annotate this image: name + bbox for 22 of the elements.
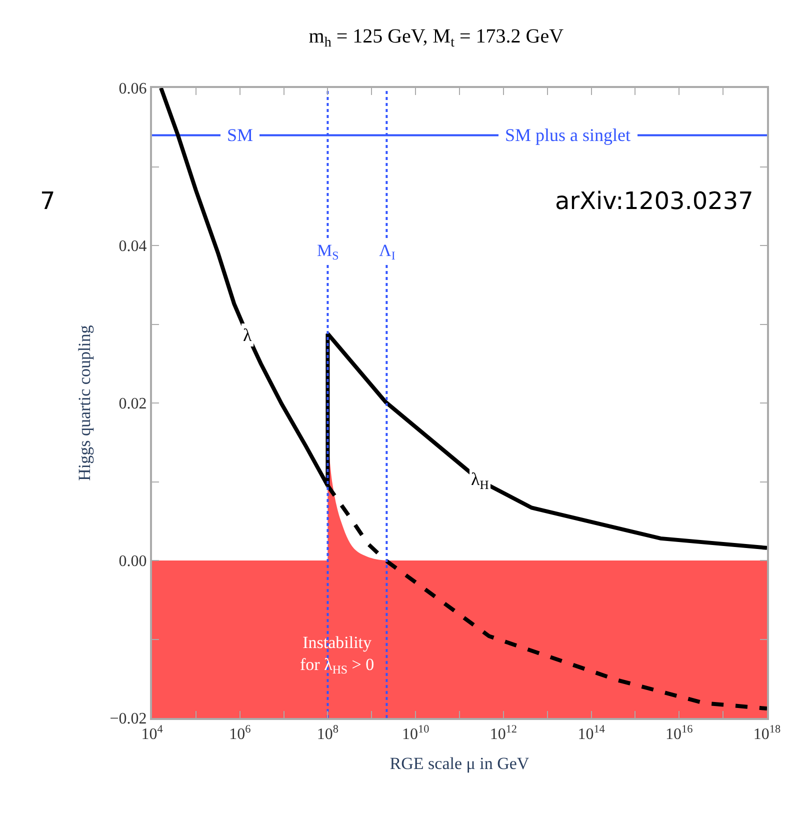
y-axis-title: Higgs quartic coupling xyxy=(74,324,94,481)
x-tick-label: 10$^{16}$ xyxy=(666,723,694,744)
x-tick-label: 10$^{18}$ xyxy=(753,723,781,744)
y-tick-label: 0.06 xyxy=(118,80,147,98)
ref-line-label: Λ$_{I}$ xyxy=(379,241,396,263)
y-tick-label: 0.00 xyxy=(118,553,147,570)
ref-line-label: M$_{S}$ xyxy=(317,241,339,263)
chart-title: m$_{h}$ = 125 GeV, M$_{t}$ = 173.2 GeV xyxy=(308,25,564,51)
x-tick-label: 10$^{14}$ xyxy=(578,723,606,744)
x-tick-label: 10$^{10}$ xyxy=(402,723,430,744)
y-tick-label: 0.04 xyxy=(118,238,147,256)
text: 7 xyxy=(40,187,56,215)
y-tick-label: 0.02 xyxy=(118,396,147,413)
annotation: SM xyxy=(227,125,254,145)
x-axis-title: RGE scale μ in GeV xyxy=(390,754,530,774)
series-label: λ$_{H}$ xyxy=(471,469,489,492)
band-label: Instability for λ$_{HS}$ > 0 xyxy=(300,633,374,677)
x-tick-label: 10$^{6}$ xyxy=(229,723,252,744)
annotation: arXiv:1203.0237 xyxy=(555,187,754,215)
annotation: SM plus a singlet xyxy=(505,125,631,145)
x-tick-label: 10$^{12}$ xyxy=(490,723,518,744)
x-tick-label: 10$^{8}$ xyxy=(316,723,339,744)
